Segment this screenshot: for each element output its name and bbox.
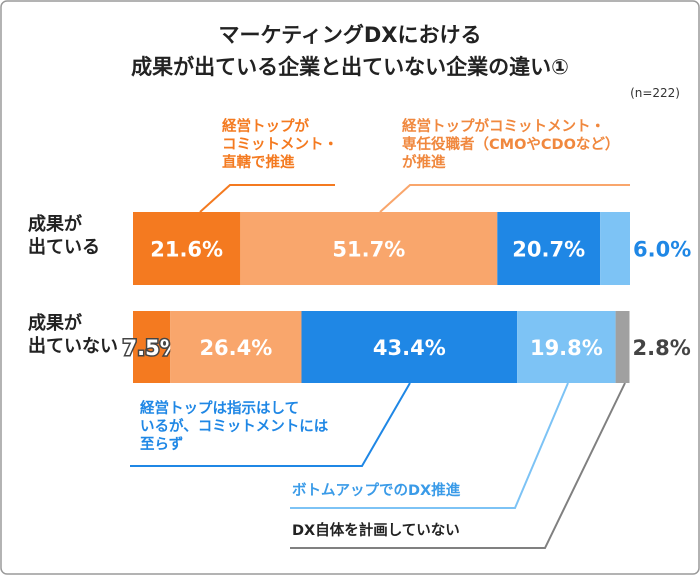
- leader-line: [130, 382, 411, 467]
- legend-label: ボトムアップでのDX推進: [292, 483, 461, 499]
- legend-label: 経営トップが コミットメント・ 直轄で推進: [222, 119, 338, 171]
- bar-segment: [240, 212, 498, 285]
- bar-segment: [133, 311, 171, 383]
- legend-label: 経営トップは指示はして いるが、コミットメントには 至らず: [140, 401, 329, 453]
- legend-label: DX自体を計画していない: [292, 523, 460, 539]
- bar-segment: [301, 311, 518, 383]
- leader-line: [290, 382, 626, 549]
- bar-segment: [615, 311, 630, 383]
- value-label: 43.4%: [373, 336, 446, 360]
- value-label: 6.0%: [633, 238, 691, 262]
- value-label: 2.8%: [633, 336, 691, 360]
- value-label: 19.8%: [530, 336, 603, 360]
- value-label: 26.4%: [199, 336, 272, 360]
- leader-line: [379, 184, 630, 213]
- bar-segment: [517, 311, 616, 383]
- legend-label: 経営トップがコミットメント・ 専任役職者（CMOやCDOなど） が推進: [402, 119, 620, 171]
- category-label: 成果が 出ている: [28, 214, 100, 258]
- sample-size: (n=222): [630, 86, 680, 100]
- bar-segment: [170, 311, 302, 383]
- leader-line: [290, 382, 569, 509]
- value-label: 20.7%: [512, 238, 585, 262]
- category-label: 成果が 出ていない: [28, 313, 118, 357]
- value-label: 51.7%: [332, 238, 405, 262]
- value-label: 21.6%: [150, 238, 223, 262]
- leader-line: [199, 184, 335, 213]
- chart-subtitle: 成果が出ている企業と出ていない企業の違い①: [131, 55, 569, 79]
- bar-segment: [133, 212, 241, 285]
- bar-segment: [600, 212, 630, 285]
- bar-segment: [497, 212, 601, 285]
- chart-title: マーケティングDXにおける: [219, 23, 482, 47]
